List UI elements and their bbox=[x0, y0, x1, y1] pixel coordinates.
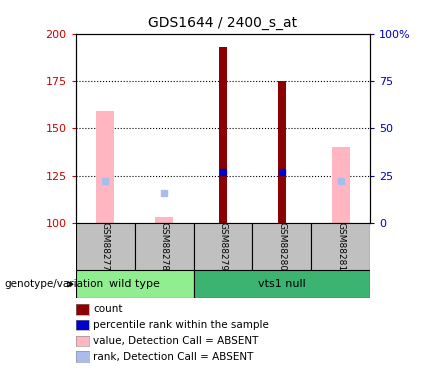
Text: GSM88277: GSM88277 bbox=[101, 222, 110, 271]
Bar bbox=[155, 217, 173, 223]
Text: GSM88280: GSM88280 bbox=[278, 222, 286, 271]
Text: GSM88278: GSM88278 bbox=[160, 222, 168, 271]
Bar bbox=[252, 223, 311, 270]
Bar bbox=[135, 223, 194, 270]
Text: rank, Detection Call = ABSENT: rank, Detection Call = ABSENT bbox=[93, 352, 253, 362]
Bar bbox=[278, 81, 286, 223]
Text: value, Detection Call = ABSENT: value, Detection Call = ABSENT bbox=[93, 336, 259, 346]
Text: vts1 null: vts1 null bbox=[258, 279, 306, 289]
Text: GSM88279: GSM88279 bbox=[219, 222, 227, 271]
Text: count: count bbox=[93, 304, 123, 314]
Text: percentile rank within the sample: percentile rank within the sample bbox=[93, 320, 269, 330]
Title: GDS1644 / 2400_s_at: GDS1644 / 2400_s_at bbox=[149, 16, 297, 30]
Text: wild type: wild type bbox=[109, 279, 160, 289]
Bar bbox=[332, 147, 349, 223]
Bar bbox=[76, 270, 194, 298]
Bar bbox=[219, 47, 227, 223]
Bar bbox=[194, 223, 252, 270]
Bar bbox=[194, 270, 370, 298]
Text: GSM88281: GSM88281 bbox=[336, 222, 345, 271]
Text: genotype/variation: genotype/variation bbox=[4, 279, 103, 289]
Bar bbox=[97, 111, 114, 223]
Bar bbox=[76, 223, 135, 270]
Bar bbox=[311, 223, 370, 270]
